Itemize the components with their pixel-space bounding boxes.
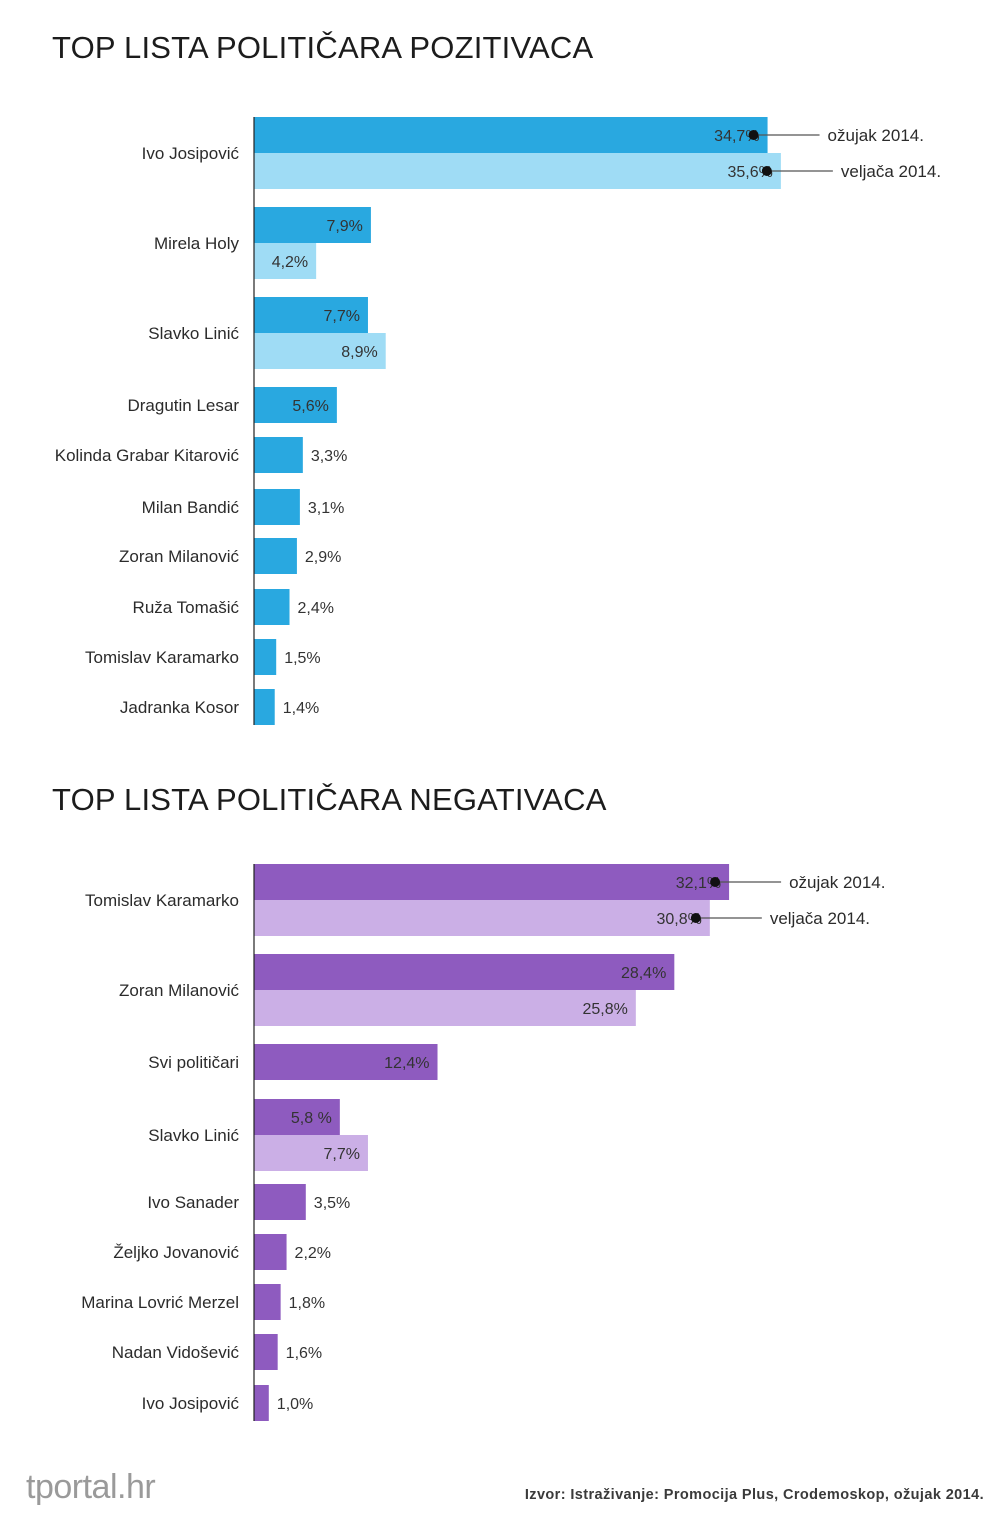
chart-negative: 32,1% 30,8% Tomislav Karamarko ožujak 2014.… (0, 745, 1000, 1445)
neg-bar-current-zoran-milanovic (254, 954, 675, 990)
pos-bar-previous-mirela-holy (254, 243, 317, 279)
pos-value-current-ivo-josipovic: 34,7% (714, 128, 759, 145)
neg-category-slavko-linic: Slavko Linić (148, 1126, 239, 1145)
neg-category-ivo-josipovic: Ivo Josipović (142, 1394, 240, 1413)
pos-value-current-jadranka-kosor: 1,4% (283, 700, 319, 717)
pos-value-current-slavko-linic: 7,7% (323, 308, 359, 325)
neg-category-nadan-vidosevic: Nadan Vidošević (112, 1343, 240, 1362)
pos-bar-current-tomislav-karamarko (254, 639, 277, 675)
pos-bar-current-ruza-tomasic (254, 589, 290, 625)
pos-bar-current-dragutin-lesar (254, 387, 337, 423)
chart-positive: 34,7% 35,6% Ivo Josipović ožujak 2014. velja… (0, 0, 1000, 745)
neg-value-current-zoran-milanovic: 28,4% (621, 965, 666, 982)
pos-legend-label-0: ožujak 2014. (828, 126, 924, 145)
pos-legend-label-1: veljača 2014. (841, 162, 941, 181)
pos-legend-dot-1 (761, 166, 772, 176)
pos-category-milan-bandic: Milan Bandić (142, 498, 240, 517)
pos-value-current-kolinda-grabar-kitarovic: 3,3% (311, 448, 347, 465)
neg-category-svi-politicari: Svi političari (148, 1053, 239, 1072)
pos-bar-previous-ivo-josipovic (254, 153, 781, 189)
neg-value-current-ivo-josipovic: 1,0% (277, 1396, 313, 1413)
pos-category-mirela-holy: Mirela Holy (154, 234, 240, 253)
pos-value-current-tomislav-karamarko: 1,5% (284, 650, 320, 667)
tportal-logo[interactable]: tportal.hr (26, 1468, 156, 1506)
neg-legend-label-1: veljača 2014. (770, 909, 870, 928)
neg-value-current-ivo-sanader: 3,5% (314, 1195, 350, 1212)
pos-value-current-ruza-tomasic: 2,4% (298, 600, 334, 617)
chart-negative-svg: 32,1% 30,8% Tomislav Karamarko ožujak 2014.… (81, 864, 885, 1421)
pos-category-tomislav-karamarko: Tomislav Karamarko (85, 648, 239, 667)
neg-bar-current-marina-lovric-merzel (254, 1284, 281, 1320)
neg-bar-current-slavko-linic (254, 1099, 340, 1135)
neg-bar-current-svi-politicari (254, 1044, 438, 1080)
neg-value-current-nadan-vidosevic: 1,6% (286, 1345, 322, 1362)
neg-category-zeljko-jovanovic: Željko Jovanović (113, 1243, 239, 1262)
neg-bar-current-nadan-vidosevic (254, 1334, 278, 1370)
neg-legend-dot-1 (690, 913, 701, 923)
pos-bar-current-mirela-holy (254, 207, 371, 243)
chart-positive-svg: 34,7% 35,6% Ivo Josipović ožujak 2014. velja… (55, 117, 941, 725)
pos-category-kolinda-grabar-kitarovic: Kolinda Grabar Kitarović (55, 446, 240, 465)
neg-bar-previous-zoran-milanovic (254, 990, 636, 1026)
pos-category-zoran-milanovic: Zoran Milanović (119, 547, 239, 566)
pos-value-current-zoran-milanovic: 2,9% (305, 549, 341, 566)
pos-bar-previous-slavko-linic (254, 333, 386, 369)
pos-value-previous-mirela-holy: 4,2% (272, 254, 308, 271)
neg-category-marina-lovric-merzel: Marina Lovrić Merzel (81, 1293, 239, 1312)
neg-value-current-slavko-linic: 5,8 % (291, 1110, 332, 1127)
pos-value-current-dragutin-lesar: 5,6% (292, 398, 328, 415)
neg-value-current-svi-politicari: 12,4% (384, 1055, 429, 1072)
pos-category-ruza-tomasic: Ruža Tomašić (133, 598, 240, 617)
neg-value-previous-tomislav-karamarko: 30,8% (656, 911, 701, 928)
pos-category-slavko-linic: Slavko Linić (148, 324, 239, 343)
chart-title-negative: TOP LISTA POLITIČARA NEGATIVACA (52, 782, 607, 817)
neg-category-zoran-milanovic: Zoran Milanović (119, 981, 239, 1000)
pos-value-previous-ivo-josipovic: 35,6% (728, 164, 773, 181)
neg-value-current-marina-lovric-merzel: 1,8% (289, 1295, 325, 1312)
pos-legend-dot-0 (748, 130, 759, 140)
pos-bar-current-slavko-linic (254, 297, 368, 333)
pos-category-ivo-josipovic: Ivo Josipović (142, 144, 240, 163)
pos-value-previous-slavko-linic: 8,9% (341, 344, 377, 361)
neg-category-ivo-sanader: Ivo Sanader (147, 1193, 239, 1212)
neg-value-previous-slavko-linic: 7,7% (323, 1146, 359, 1163)
pos-bar-current-kolinda-grabar-kitarovic (254, 437, 303, 473)
pos-category-dragutin-lesar: Dragutin Lesar (127, 396, 239, 415)
pos-bar-current-milan-bandic (254, 489, 300, 525)
neg-value-previous-zoran-milanovic: 25,8% (582, 1001, 627, 1018)
pos-value-current-mirela-holy: 7,9% (326, 218, 362, 235)
neg-bar-current-tomislav-karamarko (254, 864, 730, 900)
pos-category-jadranka-kosor: Jadranka Kosor (120, 698, 239, 717)
chart-title-positive: TOP LISTA POLITIČARA POZITIVACA (52, 30, 594, 65)
neg-bar-previous-slavko-linic (254, 1135, 368, 1171)
pos-value-current-milan-bandic: 3,1% (308, 500, 344, 517)
neg-legend-label-0: ožujak 2014. (789, 873, 885, 892)
neg-bar-current-ivo-sanader (254, 1184, 306, 1220)
neg-legend-dot-0 (710, 877, 721, 887)
neg-bar-current-zeljko-jovanovic (254, 1234, 287, 1270)
neg-category-tomislav-karamarko: Tomislav Karamarko (85, 891, 239, 910)
pos-bar-current-ivo-josipovic (254, 117, 768, 153)
neg-bar-previous-tomislav-karamarko (254, 900, 710, 936)
pos-bar-current-zoran-milanovic (254, 538, 297, 574)
neg-value-current-zeljko-jovanovic: 2,2% (295, 1245, 331, 1262)
neg-bar-current-ivo-josipovic (254, 1385, 269, 1421)
source-note: Izvor: Istraživanje: Promocija Plus, Cro… (524, 1487, 984, 1503)
neg-value-current-tomislav-karamarko: 32,1% (676, 875, 721, 892)
pos-bar-current-jadranka-kosor (254, 689, 275, 725)
